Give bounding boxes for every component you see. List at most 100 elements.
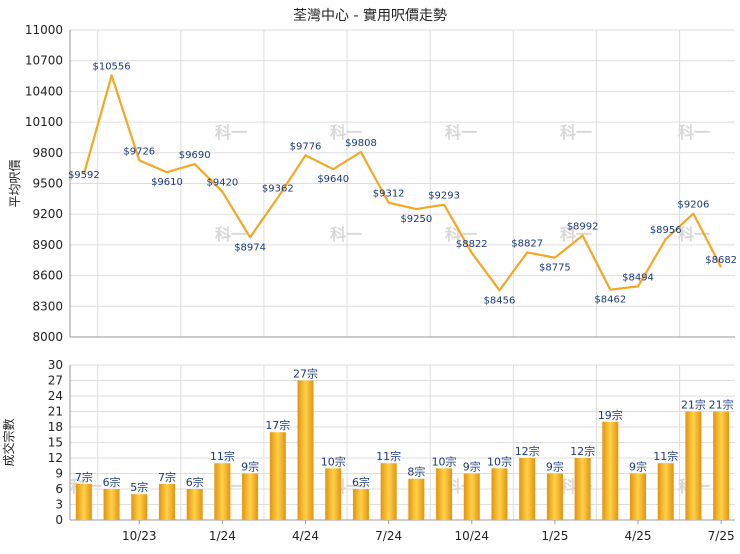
volume-bar xyxy=(630,473,647,520)
volume-bar xyxy=(519,458,536,520)
chart-title: 荃灣中心 - 實用呎價走勢 xyxy=(293,7,447,24)
y-tick-label: 15 xyxy=(48,436,63,450)
volume-bar-label: 7宗 xyxy=(75,470,93,484)
price-point-label: $8992 xyxy=(567,221,599,232)
volume-bar xyxy=(436,468,453,520)
volume-bar xyxy=(380,463,397,520)
y-tick-label: 24 xyxy=(48,389,63,403)
price-point-label: $8822 xyxy=(456,239,488,250)
price-point-label: $8462 xyxy=(594,295,626,306)
volume-bar xyxy=(131,494,148,520)
volume-bar xyxy=(713,411,730,520)
price-series-line xyxy=(82,74,723,292)
x-tick-label: 4/25 xyxy=(625,529,652,543)
volume-bar-label: 12宗 xyxy=(570,444,595,458)
y-tick-label: 6 xyxy=(55,482,63,496)
price-point-label: $9726 xyxy=(123,146,155,157)
volume-bar-panel: 302724211815129630科一科一科一科一科一科一7宗6宗5宗7宗6宗… xyxy=(1,358,735,543)
volume-bar-label: 11宗 xyxy=(210,449,235,463)
volume-bar xyxy=(685,411,702,520)
watermark: 科一 xyxy=(445,123,477,142)
y-tick-label: 10100 xyxy=(25,115,63,129)
y-tick-label: 3 xyxy=(55,498,63,512)
price-point-label: $9206 xyxy=(678,200,710,211)
volume-bar-label: 9宗 xyxy=(546,460,564,474)
y-tick-label: 9 xyxy=(55,467,63,481)
y-axis-title-volume: 成交宗數 xyxy=(1,418,16,466)
y-tick-label: 9800 xyxy=(32,146,63,160)
x-tick-label: 7/24 xyxy=(375,529,402,543)
x-tick-label: 1/24 xyxy=(209,529,236,543)
price-point-label: $9690 xyxy=(179,150,211,161)
volume-bar-label: 9宗 xyxy=(629,460,647,474)
volume-bar xyxy=(491,468,508,520)
price-line-panel: 11000 10700 10400 10100 9800 9500 9200 8900 8600… xyxy=(8,23,737,344)
x-tick-label: 10/24 xyxy=(454,529,489,543)
volume-bar-label: 10宗 xyxy=(432,454,457,468)
volume-bar-label: 27宗 xyxy=(293,367,318,381)
price-point-label: $9293 xyxy=(428,191,460,202)
y-tick-label: 21 xyxy=(48,405,63,419)
volume-bar-label: 21宗 xyxy=(709,398,734,412)
watermark: 科一 xyxy=(678,123,710,142)
price-point-label: $9640 xyxy=(317,174,349,185)
volume-bar-label: 9宗 xyxy=(463,460,481,474)
price-point-label: $8956 xyxy=(650,225,682,236)
volume-bar xyxy=(325,468,342,520)
price-point-label: $9610 xyxy=(151,177,183,188)
watermark: 科一 xyxy=(560,123,592,142)
volume-bar xyxy=(214,463,231,520)
volume-bar xyxy=(352,489,369,520)
watermark: 科一 xyxy=(330,225,362,244)
volume-bar xyxy=(574,458,591,520)
volume-bar xyxy=(463,473,480,520)
y-tick-label: 10400 xyxy=(25,84,63,98)
watermark: 科一 xyxy=(330,123,362,142)
watermark: 科一 xyxy=(215,225,247,244)
y-tick-label: 30 xyxy=(48,358,63,372)
y-tick-label: 0 xyxy=(55,513,63,527)
volume-bar xyxy=(269,432,286,520)
price-point-label: $8456 xyxy=(484,295,516,306)
price-point-label: $8775 xyxy=(539,263,571,274)
y-tick-label: 18 xyxy=(48,420,63,434)
volume-bar-label: 6宗 xyxy=(103,475,121,489)
volume-bar xyxy=(186,489,203,520)
volume-bar-label: 5宗 xyxy=(130,480,148,494)
price-point-label: $9362 xyxy=(262,184,294,195)
volume-bar-label: 21宗 xyxy=(681,398,706,412)
volume-bar xyxy=(546,473,563,520)
volume-bar-label: 8宗 xyxy=(407,465,425,479)
volume-bar-label: 6宗 xyxy=(352,475,370,489)
price-point-label: $8682 xyxy=(705,255,737,266)
price-point-label: $9776 xyxy=(290,141,322,152)
volume-bar xyxy=(103,489,120,520)
x-tick-label: 7/25 xyxy=(708,529,735,543)
volume-bar xyxy=(408,478,425,520)
price-point-label: $9592 xyxy=(68,170,100,181)
y-tick-label: 27 xyxy=(48,374,63,388)
y-tick-label: 10700 xyxy=(25,54,63,68)
volume-bar-label: 12宗 xyxy=(515,444,540,458)
y-tick-label: 9500 xyxy=(32,177,63,191)
volume-bar-label: 10宗 xyxy=(321,454,346,468)
volume-bar-label: 17宗 xyxy=(265,418,290,432)
volume-bar-label: 11宗 xyxy=(653,449,678,463)
x-tick-label: 10/23 xyxy=(122,529,157,543)
price-point-label: $10556 xyxy=(92,61,130,72)
volume-bar-label: 9宗 xyxy=(241,460,259,474)
y-tick-label: 8900 xyxy=(32,238,63,252)
x-tick-label: 4/24 xyxy=(292,529,319,543)
price-point-label: $8494 xyxy=(622,272,654,283)
price-point-label: $8974 xyxy=(234,242,266,253)
price-point-label: $9808 xyxy=(345,138,377,149)
price-point-label: $9312 xyxy=(373,189,405,200)
volume-bar-label: 11宗 xyxy=(376,449,401,463)
y-axis-title-price: 平均呎價 xyxy=(8,159,22,207)
price-point-label: $8827 xyxy=(511,238,543,249)
volume-bar-label: 7宗 xyxy=(158,470,176,484)
volume-bar-label: 10宗 xyxy=(487,454,512,468)
volume-bar xyxy=(657,463,674,520)
